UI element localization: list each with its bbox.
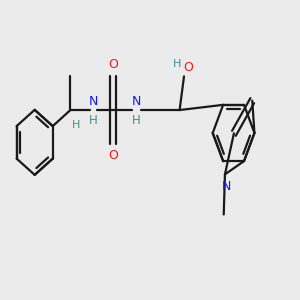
Text: O: O [108, 149, 118, 162]
Text: N: N [89, 95, 98, 108]
Text: H: H [72, 120, 80, 130]
Text: H: H [89, 114, 98, 127]
Text: H: H [173, 59, 181, 69]
Text: H: H [132, 114, 141, 127]
Text: N: N [132, 95, 141, 108]
Text: N: N [221, 180, 231, 193]
Text: O: O [184, 61, 194, 74]
Text: O: O [108, 58, 118, 71]
